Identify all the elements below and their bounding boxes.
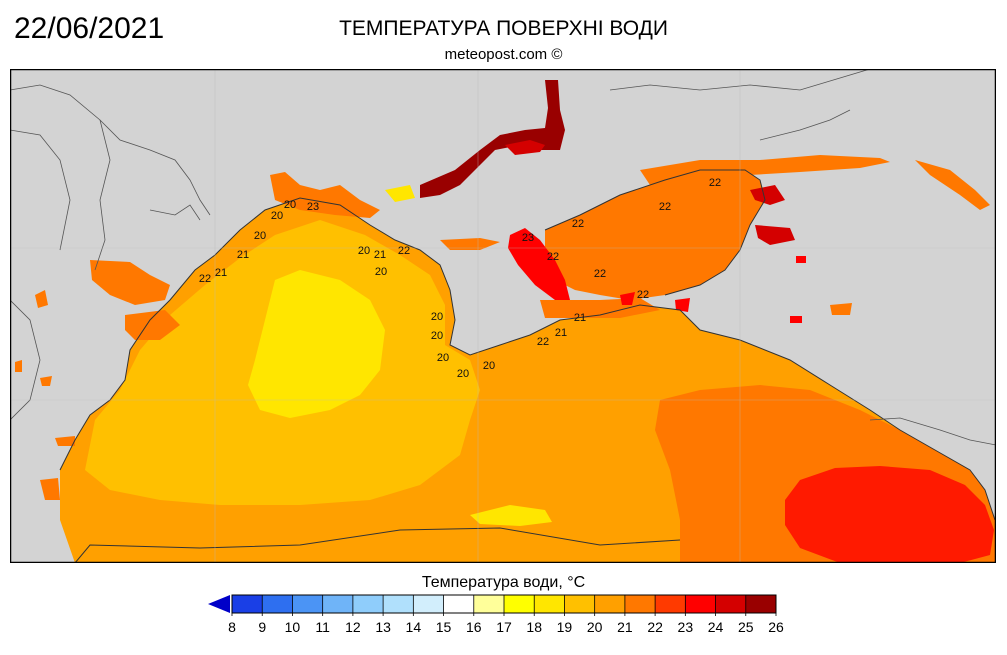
legend-bin — [624, 595, 656, 613]
legend-tick-label: 22 — [647, 619, 663, 635]
grid-lines — [10, 69, 996, 563]
isotherm-label: 22 — [637, 289, 649, 301]
map-title: ТЕМПЕРАТУРА ПОВЕРХНІ ВОДИ — [339, 17, 668, 40]
isotherm-label: 21 — [574, 312, 586, 324]
legend-tick-label: 9 — [258, 619, 266, 635]
legend-tick-label: 21 — [617, 619, 633, 635]
isotherm-label: 20 — [358, 245, 370, 257]
isotherm-label: 22 — [572, 218, 584, 230]
legend-underflow-arrow — [208, 595, 230, 613]
legend-tick-label: 20 — [587, 619, 603, 635]
legend-bin — [685, 595, 716, 613]
source-credit: meteopost.com © — [444, 46, 563, 63]
isotherm-label: 20 — [457, 368, 469, 380]
map-date: 22/06/2021 — [14, 12, 165, 45]
legend-bin — [745, 595, 776, 613]
legend-bin — [443, 595, 474, 613]
isotherm-label: 20 — [483, 360, 495, 372]
isotherm-label: 20 — [254, 230, 266, 242]
legend-tick-label: 12 — [345, 619, 361, 635]
isotherm-label: 21 — [237, 249, 249, 261]
legend-bin — [564, 595, 595, 613]
legend-bin — [473, 595, 504, 613]
isotherm-label: 22 — [547, 251, 559, 263]
legend-tick-label: 26 — [768, 619, 784, 635]
legend-tick-label: 10 — [285, 619, 301, 635]
isotherm-label: 22 — [199, 273, 211, 285]
cool-zone-19 — [248, 270, 385, 418]
legend-tick-label: 16 — [466, 619, 482, 635]
isotherm-label: 23 — [522, 232, 534, 244]
coastal-hot-pixels — [15, 80, 990, 500]
legend-tick-labels: 8 9 10 11 12 13 14 15 16 17 18 19 20 21 22 23 24 25 26 — [228, 595, 784, 635]
isotherm-label: 22 — [709, 177, 721, 189]
legend-bin — [262, 595, 293, 613]
isotherm-label: 20 — [431, 330, 443, 342]
isotherm-label: 22 — [398, 245, 410, 257]
legend-tick-label: 8 — [228, 619, 236, 635]
isotherm-label: 21 — [215, 267, 227, 279]
legend-tick-label: 11 — [315, 619, 330, 635]
coastlines — [59, 169, 996, 563]
legend-bin — [655, 595, 686, 613]
isotherm-label: 20 — [437, 352, 449, 364]
legend-tick-label: 18 — [526, 619, 542, 635]
isotherm-label: 22 — [659, 201, 671, 213]
legend-bin — [715, 595, 746, 613]
legend-tick-label: 19 — [557, 619, 573, 635]
legend-bin — [352, 595, 384, 613]
isotherm-label: 20 — [431, 311, 443, 323]
legend-tick-label: 24 — [708, 619, 724, 635]
legend-bin — [322, 595, 353, 613]
isotherm-label: 21 — [374, 249, 386, 261]
warm-zone-23 — [785, 466, 994, 563]
legend-title: Температура води, °C — [421, 574, 586, 591]
isotherm-label: 21 — [555, 327, 567, 339]
legend-bin — [594, 595, 625, 613]
isotherm-label: 22 — [537, 336, 549, 348]
legend-tick-label: 15 — [436, 619, 452, 635]
legend-bin — [413, 595, 444, 613]
legend-tick-label: 17 — [496, 619, 512, 635]
country-borders — [10, 69, 996, 446]
legend-bin — [534, 595, 565, 613]
legend-tick-label: 25 — [738, 619, 754, 635]
legend-tick-label: 13 — [375, 619, 391, 635]
azov-sea-water — [545, 170, 765, 300]
map-frame — [10, 69, 996, 563]
legend-bin — [232, 595, 263, 613]
isotherm-label: 20 — [271, 210, 283, 222]
legend-bin — [292, 595, 323, 613]
legend-tick-label: 23 — [678, 619, 694, 635]
temperature-legend: 8 9 10 11 12 13 14 15 16 17 18 19 20 21 22 23 24 25 26 — [208, 594, 784, 635]
isotherm-label: 22 — [594, 268, 606, 280]
isotherm-label: 20 — [284, 199, 296, 211]
legend-bin — [504, 595, 535, 613]
isotherm-label: 20 — [375, 266, 387, 278]
isotherm-label: 23 — [307, 201, 319, 213]
legend-bin — [383, 595, 414, 613]
legend-tick-label: 14 — [406, 619, 422, 635]
legend-color-bins — [231, 594, 777, 614]
